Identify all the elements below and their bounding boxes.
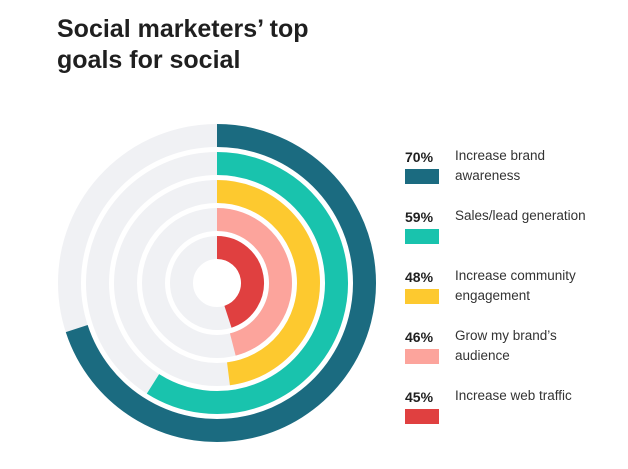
radial-bar: [216, 236, 264, 328]
legend-label: Grow my brand’s audience: [455, 328, 557, 363]
value-label: 46%: [405, 329, 434, 345]
legend-label: Increase web traffic: [455, 388, 572, 403]
radial-bar: [65, 124, 376, 442]
legend-swatch: [405, 169, 439, 184]
radial-bar: [216, 180, 320, 386]
chart-title: Social marketers’ top goals for social: [57, 15, 309, 74]
radial-bar: [146, 152, 348, 414]
radial-bar: [216, 208, 292, 356]
value-label: 48%: [405, 269, 434, 285]
value-label: 59%: [405, 209, 434, 225]
legend-label: Increase brand awareness: [455, 148, 546, 183]
value-label: 45%: [405, 389, 434, 405]
legend-swatch: [405, 409, 439, 424]
value-label: 70%: [405, 149, 434, 165]
legend-swatch: [405, 289, 439, 304]
legend-label: Increase community engagement: [455, 268, 576, 303]
legend-swatch: [405, 349, 439, 364]
legend-swatch: [405, 229, 439, 244]
legend-label: Sales/lead generation: [455, 208, 586, 223]
